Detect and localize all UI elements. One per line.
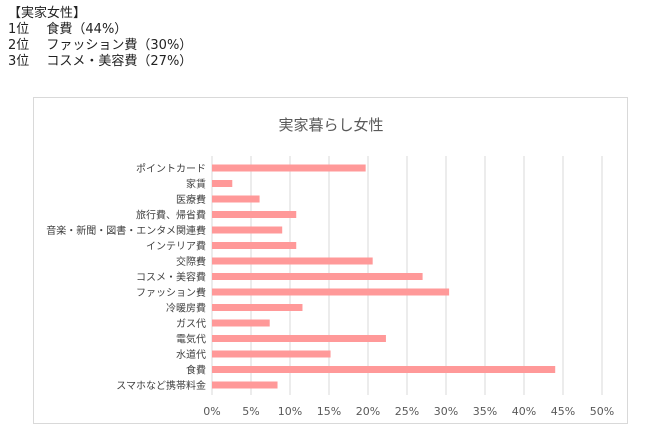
bar (212, 211, 297, 218)
category-label: 食費 (186, 364, 206, 377)
x-tick-label: 45% (551, 405, 575, 418)
summary-heading: 【実家女性】 (8, 6, 87, 21)
bar-chart: 実家暮らし女性 0% 5% 10% 15% 20% 25% 30% 35% 40% 45% 50% ポイ… (46, 116, 614, 418)
bar (212, 350, 331, 358)
category-label: 冷暖房費 (166, 302, 206, 315)
category-label: 電気代 (176, 333, 206, 346)
chart-title: 実家暮らし女性 (278, 116, 383, 134)
bar (212, 366, 556, 373)
category-label: 交際費 (176, 255, 206, 268)
x-tick-label: 30% (434, 405, 458, 418)
bar (212, 226, 283, 234)
x-tick-label: 25% (395, 405, 419, 418)
category-label: 音楽・新聞・図書・エンタメ関連費 (46, 224, 206, 237)
summary-rank-1: 1位 食費（44%） (8, 22, 128, 37)
bar (212, 164, 366, 172)
x-tick-label: 20% (356, 405, 380, 418)
bar (212, 242, 297, 249)
bar (212, 273, 423, 280)
category-label: ファッション費 (136, 286, 206, 299)
bar (212, 180, 233, 187)
bar (212, 381, 278, 389)
bar (212, 335, 386, 342)
x-tick-label: 15% (317, 405, 341, 418)
category-label: 旅行費、帰省費 (136, 209, 206, 222)
category-label: 医療費 (176, 193, 206, 206)
category-label: インテリア費 (146, 240, 206, 253)
bar (212, 304, 303, 311)
x-tick-label: 50% (590, 405, 614, 418)
category-label: ガス代 (176, 318, 206, 330)
category-label: スマホなど携帯料金 (116, 379, 206, 392)
x-tick-label: 10% (278, 405, 302, 418)
x-tick-label: 0% (203, 405, 220, 418)
summary-rank-3: 3位 コスメ・美容費（27%） (8, 54, 193, 69)
bar (212, 288, 450, 296)
bar (212, 319, 270, 327)
summary-block: 【実家女性】 1位 食費（44%） 2位 ファッション費（30%） 3位 コスメ… (8, 6, 192, 70)
category-label: 水道代 (176, 348, 206, 361)
bar (212, 257, 373, 265)
category-label: コスメ・美容費 (136, 271, 206, 284)
category-label: ポイントカード (136, 163, 206, 175)
x-tick-label: 5% (242, 405, 259, 418)
x-tick-label: 40% (512, 405, 536, 418)
summary-rank-2: 2位 ファッション費（30%） (8, 38, 193, 53)
category-label: 家賃 (186, 178, 206, 191)
bar (212, 195, 260, 203)
x-tick-label: 35% (473, 405, 497, 418)
chart-frame: 実家暮らし女性 0% 5% 10% 15% 20% 25% 30% 35% 40% 45% 50% ポイ… (33, 97, 628, 424)
